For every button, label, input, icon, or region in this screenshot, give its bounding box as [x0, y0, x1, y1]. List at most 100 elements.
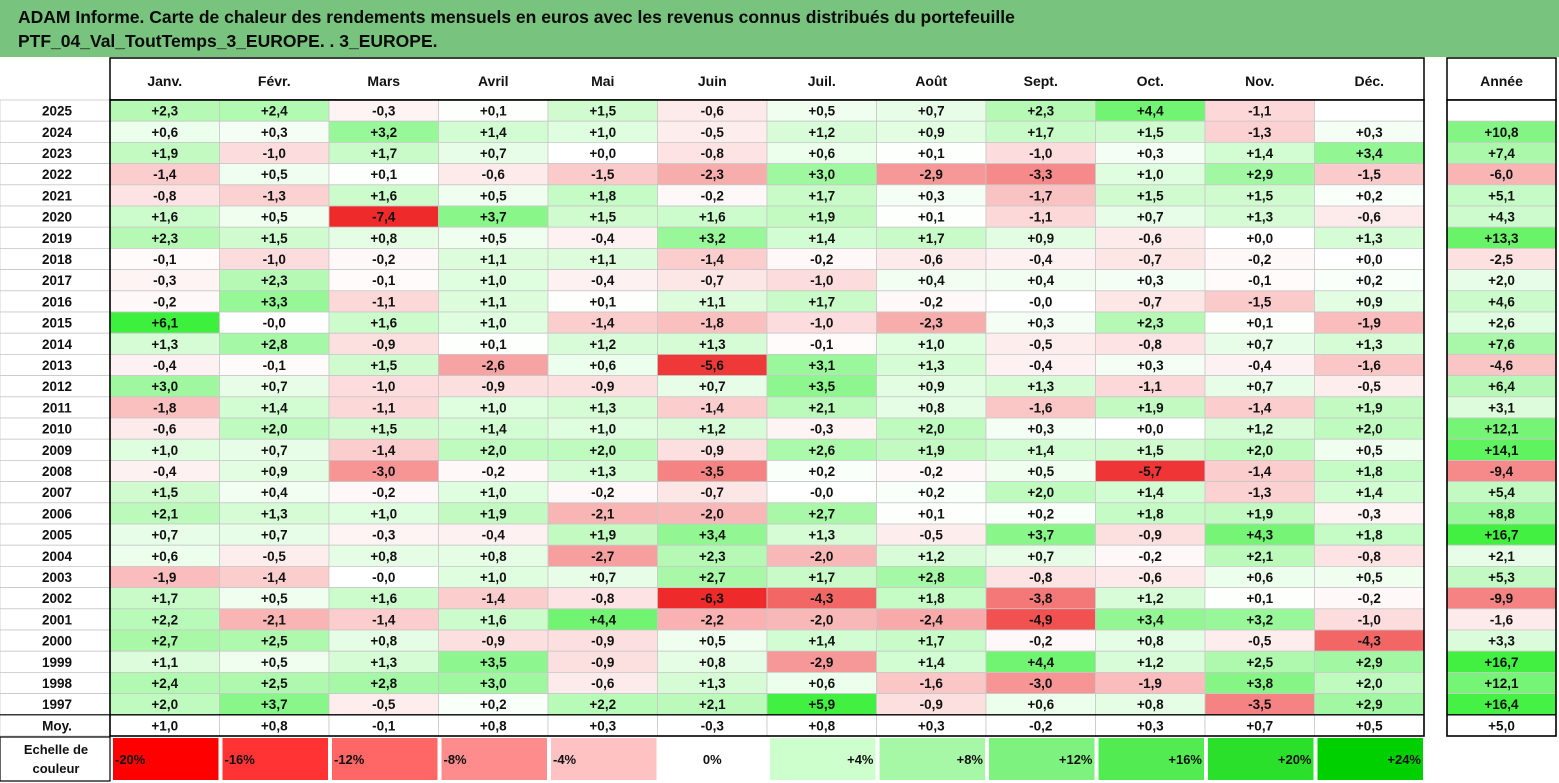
cell-value: +0,3: [589, 718, 616, 733]
cell-value: +0,8: [808, 718, 835, 733]
month-header: Août: [915, 73, 947, 89]
cell-value: -1,6: [1029, 400, 1053, 415]
cell-value: +0,1: [480, 337, 507, 352]
cell-value: +0,3: [918, 188, 945, 203]
cell-value: -0,7: [701, 273, 724, 288]
cell-value: +2,4: [261, 104, 288, 119]
cell-value: -0,9: [372, 337, 395, 352]
cell-value: +1,4: [480, 125, 507, 140]
cell-value: +1,2: [1137, 591, 1164, 606]
scale-step-label: 0%: [703, 752, 722, 767]
cell-value: -0,4: [1248, 358, 1272, 373]
cell-value: +4,4: [1137, 104, 1164, 119]
cell-value: +1,1: [589, 252, 616, 267]
cell-value: -0,3: [1358, 506, 1382, 521]
cell-value: -0,4: [591, 273, 615, 288]
scale-step-label: -12%: [334, 752, 365, 767]
cell-value: +1,8: [1137, 506, 1164, 521]
year-label: 2014: [42, 337, 73, 352]
month-header: Déc.: [1354, 73, 1384, 89]
scale-swatch: [441, 738, 547, 780]
cell-value: +1,5: [589, 104, 616, 119]
cell-value: +6,1: [151, 316, 178, 331]
annual-value: +2,0: [1488, 273, 1515, 288]
cell-value: -1,5: [1248, 294, 1272, 309]
cell-value: -1,3: [1248, 125, 1272, 140]
cell-value: -0,5: [1029, 337, 1053, 352]
cell-value: -0,4: [482, 528, 506, 543]
cell-value: -1,0: [810, 316, 833, 331]
cell-value: +1,2: [589, 337, 616, 352]
cell-value: -1,4: [1248, 464, 1272, 479]
cell-value: +0,8: [1137, 634, 1164, 649]
cell-value: +0,3: [261, 125, 288, 140]
cell-value: +2,1: [808, 400, 835, 415]
cell-value: +1,7: [808, 570, 835, 585]
cell-value: -0,3: [810, 422, 834, 437]
scale-swatch: [879, 738, 985, 780]
cell-value: +1,5: [151, 485, 178, 500]
annual-value: +16,4: [1484, 697, 1519, 712]
cell-value: +2,0: [918, 422, 945, 437]
cell-value: +1,5: [1137, 188, 1164, 203]
month-header: Nov.: [1245, 73, 1274, 89]
heatmap-table: Janv. Févr. Mars Avril Mai Juin Juil. Août Sept.…: [0, 57, 1557, 782]
cell-value: +0,3: [1137, 273, 1164, 288]
cell-value: +2,9: [1246, 167, 1273, 182]
cell-value: -1,0: [1029, 146, 1052, 161]
cell-value: -1,3: [1248, 485, 1272, 500]
annual-value: +5,0: [1488, 718, 1515, 733]
cell-value: -0,2: [1029, 718, 1052, 733]
annual-header: Année: [1480, 73, 1523, 89]
cell-value: -0,9: [591, 634, 614, 649]
cell-value: -0,2: [153, 294, 176, 309]
cell-value: +2,0: [1246, 443, 1273, 458]
cell-value: +1,7: [918, 231, 945, 246]
cell-value: +1,9: [589, 528, 616, 543]
year-label: 2004: [42, 549, 73, 564]
cell-value: +1,9: [1137, 400, 1164, 415]
cell-value: -0,9: [1139, 528, 1162, 543]
annual-value: +12,1: [1484, 422, 1519, 437]
cell-value: -0,2: [1029, 634, 1052, 649]
cell-value: +1,4: [1246, 146, 1273, 161]
cell-value: +1,3: [370, 655, 397, 670]
cell-value: +0,8: [699, 655, 726, 670]
cell-value: -0,4: [1029, 358, 1053, 373]
cell-value: -0,6: [1139, 570, 1163, 585]
cell-value: +1,4: [808, 634, 835, 649]
cell-value: -0,5: [1248, 634, 1272, 649]
cell-value: +0,3: [1137, 358, 1164, 373]
cell-value: +2,3: [151, 104, 178, 119]
cell-value: +2,4: [151, 676, 178, 691]
cell-value: -1,5: [591, 167, 615, 182]
cell-value: -1,5: [1358, 167, 1382, 182]
cell-value: +1,3: [589, 464, 616, 479]
cell-value: +0,7: [1246, 379, 1273, 394]
cell-value: +1,3: [261, 506, 288, 521]
cell-value: +3,7: [480, 210, 507, 225]
cell-value: -5,6: [701, 358, 725, 373]
cell-value: +1,4: [480, 422, 507, 437]
cell-value: -1,9: [1139, 676, 1162, 691]
month-header: Mai: [591, 73, 614, 89]
cell-value: +0,5: [480, 231, 507, 246]
annual-value: -6,0: [1490, 167, 1513, 182]
cell-value: +1,3: [918, 358, 945, 373]
cell-value: -3,8: [1029, 591, 1053, 606]
scale-step-label: +20%: [1278, 752, 1312, 767]
cell-value: +1,0: [151, 443, 178, 458]
cell-value: +0,7: [1137, 210, 1164, 225]
cell-value: +3,3: [261, 294, 288, 309]
cell-value: -0,6: [591, 676, 615, 691]
cell-value: +2,1: [699, 697, 726, 712]
cell-value: +1,5: [1246, 188, 1273, 203]
cell-value: -0,4: [153, 358, 177, 373]
cell-value: +0,4: [918, 273, 945, 288]
cell-value: +1,7: [151, 591, 178, 606]
cell-value: +0,5: [1356, 718, 1383, 733]
cell-value: +0,3: [1356, 125, 1383, 140]
cell-value: +2,3: [151, 231, 178, 246]
cell-value: +3,4: [699, 528, 726, 543]
cell-value: -1,4: [482, 591, 506, 606]
